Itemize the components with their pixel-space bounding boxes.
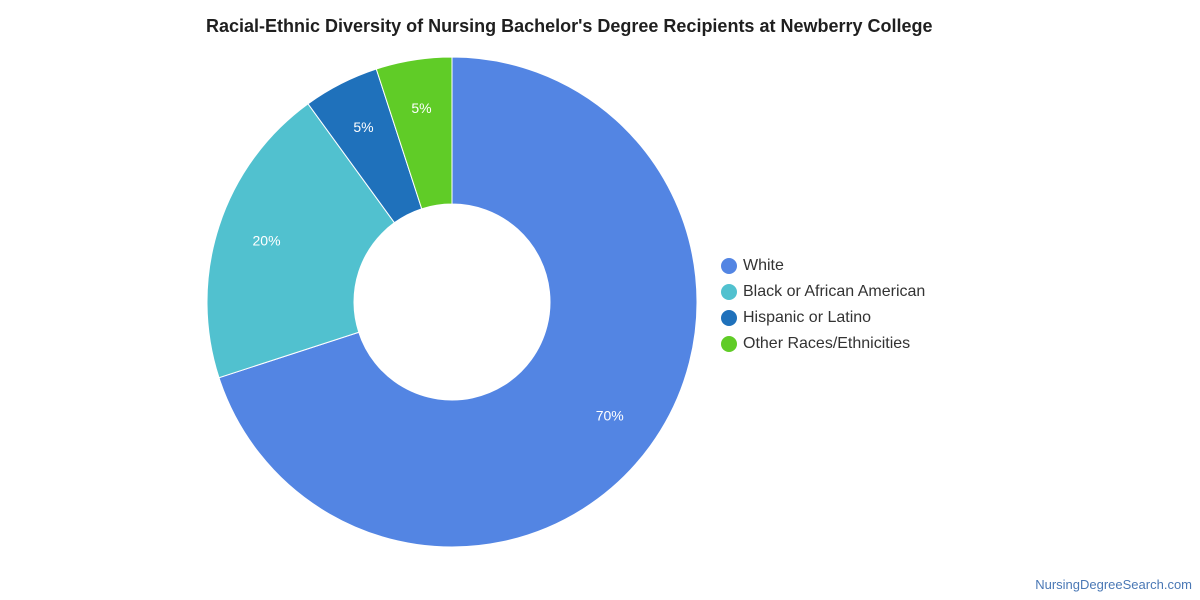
slice-black-or-african-american[interactable] <box>206 103 396 379</box>
chart-title: Racial-Ethnic Diversity of Nursing Bache… <box>206 16 933 36</box>
slice-white[interactable] <box>218 56 698 548</box>
legend-item-other-races-ethnicities[interactable]: Other Races/Ethnicities <box>721 331 925 357</box>
legend-item-white[interactable]: White <box>721 253 925 279</box>
slice-label-white: 70% <box>596 407 624 423</box>
legend-swatch-white <box>721 258 737 274</box>
legend-label-white: White <box>743 257 784 274</box>
slice-label-other-races-ethnicities: 5% <box>411 100 431 116</box>
legend-label-black-or-african-american: Black or African American <box>743 283 926 300</box>
donut-slice-labels: 70% 20% 5% 5% <box>253 100 624 423</box>
chart-legend: White Black or African American Hispanic… <box>721 253 925 357</box>
slice-label-black-or-african-american: 20% <box>253 232 281 248</box>
legend-item-hispanic-or-latino[interactable]: Hispanic or Latino <box>721 305 925 331</box>
donut-slices <box>206 56 698 548</box>
source-watermark[interactable]: NursingDegreeSearch.com <box>1035 577 1192 592</box>
legend-label-other-races-ethnicities: Other Races/Ethnicities <box>743 335 911 352</box>
slice-label-hispanic-or-latino: 5% <box>353 119 373 135</box>
legend-item-black-or-african-american[interactable]: Black or African American <box>721 279 925 305</box>
legend-swatch-other-races-ethnicities <box>721 336 737 352</box>
slice-other-races-ethnicities[interactable] <box>375 56 453 210</box>
legend-label-hispanic-or-latino: Hispanic or Latino <box>743 309 872 326</box>
legend-swatch-hispanic-or-latino <box>721 310 737 326</box>
legend-swatch-black-or-african-american <box>721 284 737 300</box>
